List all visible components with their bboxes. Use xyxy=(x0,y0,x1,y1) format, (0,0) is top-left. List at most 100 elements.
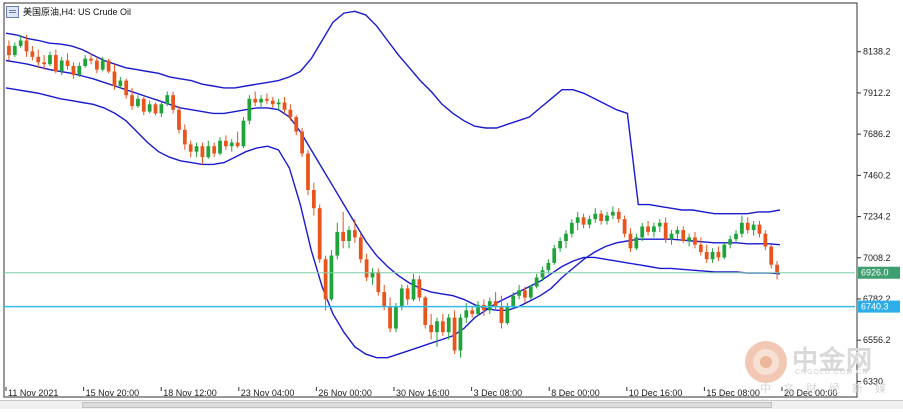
candle xyxy=(229,138,234,152)
candle xyxy=(394,303,398,333)
candle xyxy=(311,182,316,216)
candle xyxy=(687,233,691,247)
candle-body xyxy=(704,251,709,260)
candle-body xyxy=(487,301,492,311)
candle-body xyxy=(48,55,52,65)
candle xyxy=(534,273,539,289)
candle-body xyxy=(693,237,697,245)
candle-body xyxy=(482,304,486,311)
candle-body xyxy=(388,306,392,329)
candle-body xyxy=(89,58,93,61)
candle xyxy=(294,115,299,136)
candle-body xyxy=(317,208,322,260)
candle xyxy=(335,222,340,260)
candle-body xyxy=(171,95,175,110)
candle-body xyxy=(124,80,129,96)
candle xyxy=(59,56,64,76)
candle xyxy=(769,244,774,269)
brand-logo-icon xyxy=(745,341,787,383)
candle-body xyxy=(517,290,521,296)
candle xyxy=(89,53,93,65)
candle-body xyxy=(476,304,480,314)
candle-body xyxy=(599,213,604,221)
time-tick-label: 8 Dec 00:00 xyxy=(551,388,600,398)
candle-body xyxy=(288,109,293,118)
time-tick-label: 20 Dec 00:00 xyxy=(784,388,838,398)
candle-body xyxy=(370,272,375,278)
candle xyxy=(693,231,697,249)
candle xyxy=(411,273,416,302)
candle xyxy=(241,117,246,149)
candle-body xyxy=(36,56,41,63)
candle-body xyxy=(130,95,134,107)
candle-body xyxy=(71,65,76,76)
candle-body xyxy=(769,246,774,265)
watermark-brand: 中金网 xyxy=(792,346,874,376)
candle xyxy=(710,248,715,263)
candle-body xyxy=(306,153,310,190)
candle xyxy=(306,149,310,196)
candle xyxy=(487,297,492,314)
candle xyxy=(528,284,533,300)
candle xyxy=(364,253,369,282)
candle xyxy=(669,230,674,245)
price-chart[interactable]: 8138.2 7912.2 7686.2 7460.2 7234.2 7008.2 6782… xyxy=(0,0,903,400)
candle xyxy=(42,55,46,70)
candle xyxy=(646,220,650,236)
candle-body xyxy=(751,224,756,231)
candle xyxy=(540,266,545,282)
candle xyxy=(12,42,17,57)
scrollbar-thumb[interactable] xyxy=(82,402,772,408)
candle-body xyxy=(575,217,580,223)
candle xyxy=(358,233,363,263)
level-price-tag-text: 6740.3 xyxy=(861,302,889,312)
candle-body xyxy=(276,102,281,105)
candle xyxy=(95,56,99,74)
candle-body xyxy=(687,237,691,242)
candle xyxy=(593,208,598,223)
candle-body xyxy=(399,288,404,307)
candle-body xyxy=(364,259,369,278)
candle-body xyxy=(558,241,562,249)
candle xyxy=(341,211,346,249)
candle-body xyxy=(734,233,738,240)
candle xyxy=(288,104,293,121)
candle-body xyxy=(282,102,287,110)
candle-body xyxy=(740,222,744,234)
level-price-tag-box xyxy=(858,300,900,313)
candle xyxy=(282,96,287,114)
candle-body xyxy=(470,310,475,314)
candle-body xyxy=(112,71,117,87)
candle-body xyxy=(681,230,686,242)
candle-body xyxy=(657,222,662,227)
candle-body xyxy=(194,146,199,152)
candle xyxy=(640,222,645,242)
candle-body xyxy=(405,288,410,300)
candle-body xyxy=(218,140,222,154)
price-tick-label: 6782.2 xyxy=(863,294,891,304)
time-tick-label: 3 Dec 08:00 xyxy=(474,388,523,398)
candle xyxy=(558,237,562,252)
candle-body xyxy=(581,217,586,225)
candle-body xyxy=(446,317,451,333)
candle xyxy=(224,135,228,150)
candle-body xyxy=(270,100,275,105)
candle-body xyxy=(347,230,351,242)
time-tick-label: 26 Nov 00:00 xyxy=(318,388,372,398)
candle xyxy=(599,210,604,225)
bollinger-upper-line xyxy=(5,10,781,215)
candle-body xyxy=(534,277,539,287)
candle xyxy=(153,102,158,116)
candle-body xyxy=(675,230,680,234)
candle-body xyxy=(417,279,422,298)
candle xyxy=(83,55,88,68)
candle-body xyxy=(311,189,316,209)
candle xyxy=(212,142,217,158)
candle-body xyxy=(552,248,557,263)
candle-body xyxy=(569,222,574,234)
candle xyxy=(446,313,451,340)
candle xyxy=(499,295,504,329)
candle xyxy=(276,98,281,110)
candle-body xyxy=(341,231,346,242)
